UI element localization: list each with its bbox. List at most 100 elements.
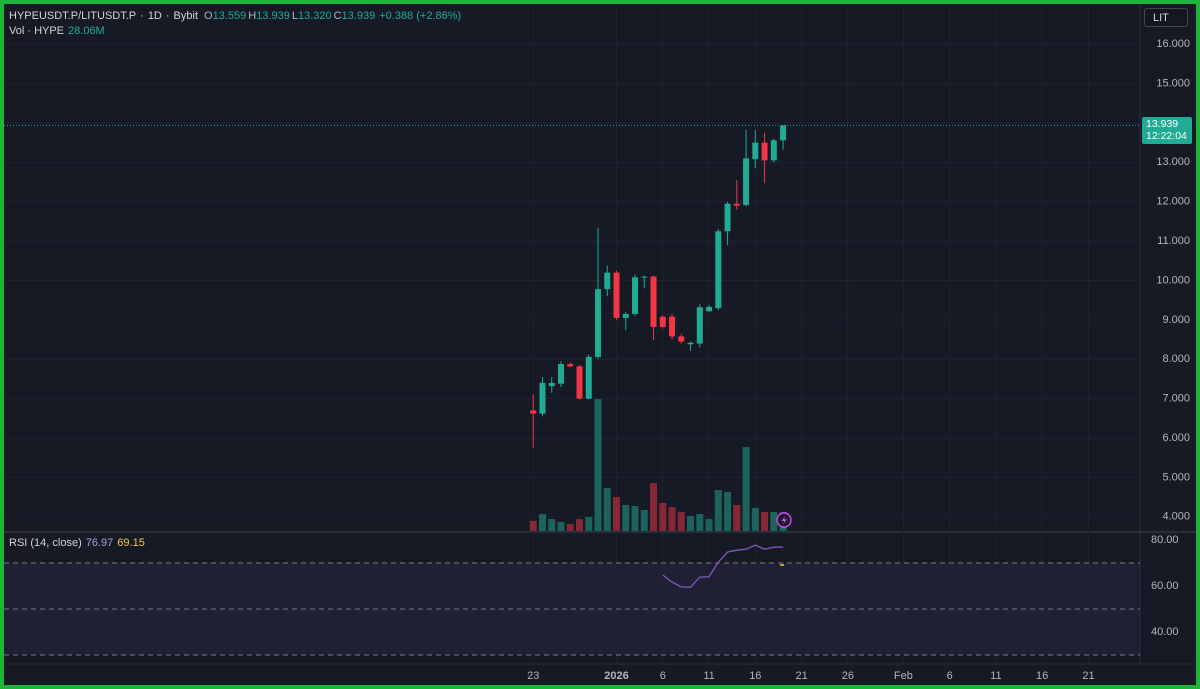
volume-bar xyxy=(677,511,685,531)
volume-value: 28.06M xyxy=(68,25,105,37)
candle-body xyxy=(539,382,546,414)
last-price-label: 13.939 12:22:04 xyxy=(1142,117,1192,144)
candle-body xyxy=(706,306,713,312)
candle-body xyxy=(687,342,694,345)
volume-bar xyxy=(751,507,759,531)
last-price: 13.939 xyxy=(1146,118,1179,130)
candle-body xyxy=(724,203,731,232)
candle-body xyxy=(780,125,787,141)
volume-bar xyxy=(613,497,621,531)
candle-body xyxy=(678,336,685,342)
volume-bar xyxy=(761,511,769,531)
y-tick-label: 7.000 xyxy=(1162,393,1190,405)
candle-body xyxy=(743,158,750,205)
volume-bar xyxy=(548,519,556,531)
volume-bar xyxy=(687,515,695,531)
y-tick-label: 10.000 xyxy=(1156,274,1190,286)
volume-bar xyxy=(733,505,741,531)
volume-bar xyxy=(770,511,778,531)
x-tick-label: 16 xyxy=(1036,670,1048,682)
ohlc-value: 13.939 xyxy=(256,10,290,22)
volume-bar xyxy=(714,489,722,531)
alert-icon[interactable] xyxy=(776,512,792,528)
volume-bar xyxy=(538,514,546,531)
candle-body xyxy=(595,289,602,357)
ohlc-value: 13.559 xyxy=(212,10,247,22)
rsi-header: RSI (14, close) 76.97 69.15 xyxy=(9,537,145,549)
volume-bar xyxy=(529,520,537,531)
volume-bar xyxy=(668,507,676,531)
x-tick-label: 6 xyxy=(947,670,953,682)
y-tick-label: 6.000 xyxy=(1162,432,1190,444)
volume-bar xyxy=(705,519,713,531)
volume-bar xyxy=(650,483,658,531)
rsi-line xyxy=(662,544,784,588)
y-tick-label: 4.000 xyxy=(1162,511,1190,523)
candle-body xyxy=(650,276,657,327)
candle-body xyxy=(567,363,574,367)
candle-body xyxy=(622,313,629,318)
volume-bar xyxy=(640,510,648,531)
candle-body xyxy=(530,410,537,414)
y-tick-label: 9.000 xyxy=(1162,314,1190,326)
x-tick-label: 23 xyxy=(527,670,539,682)
volume-bar xyxy=(594,399,602,531)
candle-body xyxy=(752,142,759,160)
symbol[interactable]: HYPEUSDT.P/LITUSDT.P xyxy=(9,10,137,22)
countdown: 12:22:04 xyxy=(1146,130,1187,142)
alert-icon-bolt[interactable] xyxy=(781,515,787,525)
candle-body xyxy=(770,140,777,161)
candle-body xyxy=(659,316,666,327)
volume-bar xyxy=(696,514,704,531)
candle-body xyxy=(696,307,703,344)
rsi-tick-label: 40.00 xyxy=(1151,626,1179,638)
ohlc-key: O xyxy=(204,10,213,22)
volume-bar xyxy=(566,524,574,531)
candle-body xyxy=(613,272,620,318)
volume-header: Vol · HYPE 28.06M xyxy=(9,25,105,37)
ohlc-values: O 13.559 H 13.939 L 13.320 C 13.939 xyxy=(202,10,375,22)
currency-button[interactable]: LIT xyxy=(1144,8,1188,27)
rsi-tick-label: 80.00 xyxy=(1151,534,1179,546)
y-tick-label: 8.000 xyxy=(1162,353,1190,365)
rsi-tick-label: 60.00 xyxy=(1151,580,1179,592)
volume-bar xyxy=(622,505,630,531)
candle-body xyxy=(576,366,583,399)
candle-body xyxy=(604,272,611,290)
candle-body xyxy=(733,203,740,206)
candle-body xyxy=(632,277,639,314)
ohlc-value: 13.939 xyxy=(341,10,376,22)
candle-body xyxy=(557,363,564,384)
candle-body xyxy=(548,382,555,387)
ohlc-key: H xyxy=(248,10,257,22)
ohlc-key: L xyxy=(291,10,298,22)
candle-body xyxy=(669,316,676,337)
rsi-ma-value: 69.15 xyxy=(117,537,145,549)
change: +0.388 (+2.86%) xyxy=(379,10,462,22)
volume-bar xyxy=(659,502,667,531)
y-tick-label: 5.000 xyxy=(1162,471,1190,483)
exchange: Bybit xyxy=(173,10,199,22)
rsi-value: 76.97 xyxy=(85,537,114,549)
volume-bar xyxy=(631,506,639,531)
y-tick-label: 16.000 xyxy=(1156,38,1190,50)
y-tick-label: 15.000 xyxy=(1156,77,1190,89)
candle-body xyxy=(761,142,768,161)
x-tick-label: 16 xyxy=(749,670,761,682)
x-tick-label: 11 xyxy=(990,670,1001,682)
candle-body xyxy=(715,231,722,309)
x-tick-label: 6 xyxy=(660,670,666,682)
interval[interactable]: 1D xyxy=(147,10,162,22)
volume-label: Vol · HYPE xyxy=(9,25,65,37)
x-tick-label: 11 xyxy=(703,670,714,682)
x-tick-label: 21 xyxy=(795,670,807,682)
y-tick-label: 12.000 xyxy=(1156,196,1190,208)
rsi-label: RSI (14, close) xyxy=(9,537,82,549)
volume-bar xyxy=(557,521,565,531)
candle-body xyxy=(641,276,648,278)
ohlc-value: 13.320 xyxy=(297,10,332,22)
y-tick-label: 13.000 xyxy=(1156,156,1190,168)
volume-bar xyxy=(575,519,583,531)
